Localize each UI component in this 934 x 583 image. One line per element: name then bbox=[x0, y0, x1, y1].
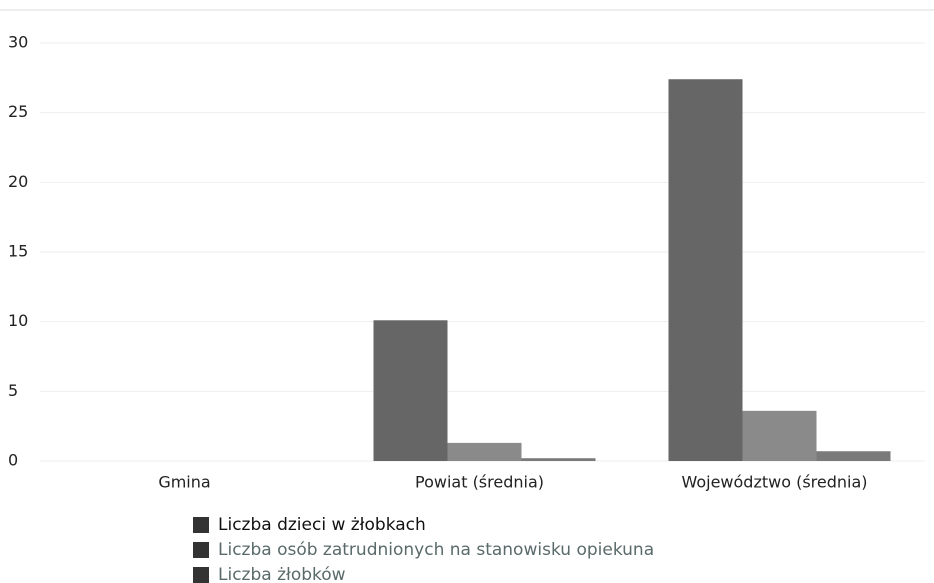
y-tick-label: 20 bbox=[8, 172, 28, 191]
y-tick-label: 15 bbox=[8, 242, 28, 261]
y-tick-label: 0 bbox=[8, 451, 18, 470]
bar bbox=[668, 79, 743, 461]
bar bbox=[447, 442, 522, 461]
legend-swatch bbox=[193, 542, 209, 558]
x-tick-label: Powiat (średnia) bbox=[415, 473, 544, 492]
bar bbox=[816, 451, 891, 461]
legend-swatch bbox=[193, 517, 209, 533]
legend-label: Liczba żłobków bbox=[218, 565, 346, 583]
legend-swatch bbox=[193, 567, 209, 583]
bar bbox=[742, 410, 817, 461]
y-tick-label: 5 bbox=[8, 381, 18, 400]
y-tick-label: 30 bbox=[8, 33, 28, 52]
y-tick-label: 10 bbox=[8, 311, 28, 330]
bar bbox=[373, 320, 448, 461]
bar bbox=[521, 458, 596, 461]
x-tick-label: Województwo (średnia) bbox=[681, 473, 867, 492]
x-tick-label: Gmina bbox=[158, 473, 210, 492]
legend-label: Liczba dzieci w żłobkach bbox=[218, 515, 426, 535]
legend-label: Liczba osób zatrudnionych na stanowisku … bbox=[218, 540, 654, 560]
y-tick-label: 25 bbox=[8, 102, 28, 121]
